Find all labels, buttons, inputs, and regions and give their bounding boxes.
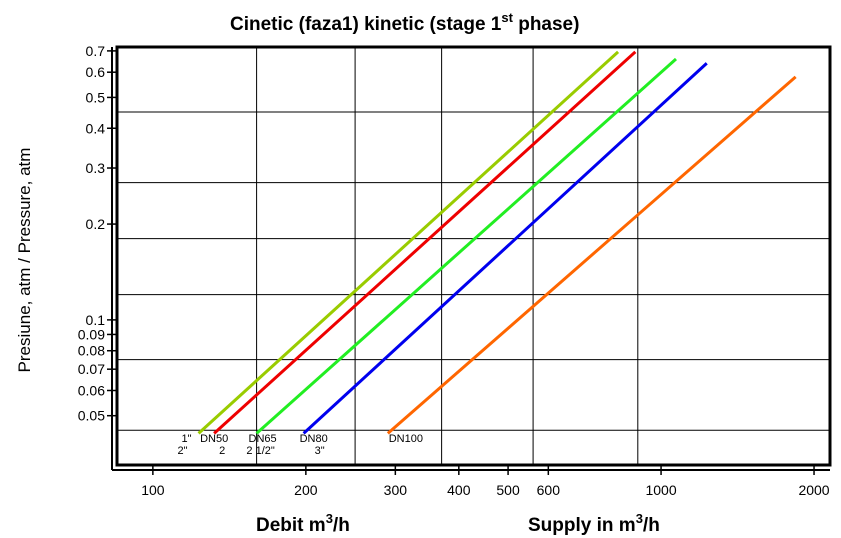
x-label-left-sup: 3 xyxy=(326,511,333,526)
x-tick-label: 100 xyxy=(141,482,165,498)
series-label-line2: 2 xyxy=(219,445,225,457)
series-label-line1: 1" xyxy=(182,433,192,445)
series-line xyxy=(197,50,620,435)
series-label-line1: DN80 xyxy=(300,433,328,445)
series-line xyxy=(302,62,708,435)
series-label-line2: 2 1/2" xyxy=(246,445,274,457)
y-tick-label: 0.1 xyxy=(86,312,106,328)
plot-frame xyxy=(111,45,832,471)
y-tick-label: 0.09 xyxy=(78,326,105,342)
x-axis-label-right: Supply in m3/h xyxy=(528,511,660,536)
title-main: Cinetic (faza1) kinetic (stage 1 xyxy=(230,14,502,35)
series-label-line1: DN65 xyxy=(249,433,277,445)
series-label-line2: 3" xyxy=(315,445,325,457)
series-label-line1: DN100 xyxy=(389,433,423,445)
x-label-right-main: Supply in m xyxy=(528,515,636,536)
y-tick-label: 0.6 xyxy=(86,64,106,80)
plot-border xyxy=(115,45,832,467)
chart-title: Cinetic (faza1) kinetic (stage 1st phase… xyxy=(230,10,579,35)
y-tick-label: 0.06 xyxy=(78,382,105,398)
x-tick-label: 500 xyxy=(496,482,520,498)
series-label-line1: DN50 xyxy=(200,433,228,445)
series-line xyxy=(213,50,637,435)
y-tick-label: 0.08 xyxy=(78,343,105,359)
x-tick-label: 200 xyxy=(294,482,318,498)
series-lines xyxy=(197,50,797,435)
y-axis-label: Presiune, atm / Pressure, atm xyxy=(15,148,34,373)
y-tick-label: 0.05 xyxy=(78,408,105,424)
y-tick-label: 0.2 xyxy=(86,216,106,232)
y-tick-label: 0.3 xyxy=(86,160,106,176)
x-label-right-sup: 3 xyxy=(636,511,643,526)
series-line xyxy=(255,57,677,435)
y-tick-label: 0.5 xyxy=(86,89,106,105)
title-sup: st xyxy=(501,10,513,25)
x-tick-label: 600 xyxy=(537,482,561,498)
x-label-right-end: /h xyxy=(643,515,660,536)
x-tick-label: 2000 xyxy=(798,482,829,498)
x-label-left-main: Debit m xyxy=(256,515,326,536)
y-tick-label: 0.4 xyxy=(86,120,106,136)
y-tick-label: 0.7 xyxy=(86,43,106,59)
x-tick-labels: 100 200 300 400 500 600 1000 2000 xyxy=(141,465,830,498)
x-tick-label: 1000 xyxy=(645,482,676,498)
y-tick-labels: 0.05 0.06 0.07 0.080.090.1 0.2 0.3 0.4 0.5 0.6 0.… xyxy=(78,43,117,424)
grid xyxy=(117,47,830,465)
series-line xyxy=(386,75,797,435)
x-tick-label: 300 xyxy=(384,482,408,498)
title-end: phase) xyxy=(513,14,580,35)
x-tick-label: 400 xyxy=(447,482,471,498)
series-label-line2: 2" xyxy=(178,445,188,457)
y-tick-label: 0.07 xyxy=(78,361,105,377)
x-axis-label-left: Debit m3/h xyxy=(256,511,350,536)
x-label-left-end: /h xyxy=(333,515,350,536)
